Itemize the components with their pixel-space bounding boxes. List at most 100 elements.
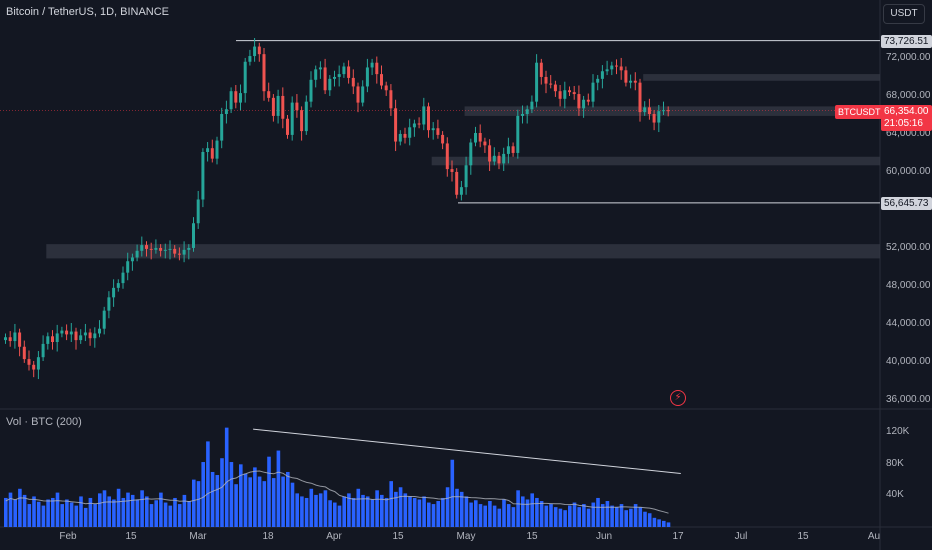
volume-bar	[323, 490, 328, 527]
candle-body	[112, 287, 116, 298]
volume-bar	[177, 504, 182, 527]
candle-body	[196, 199, 200, 224]
price-axis-label: 48,000.00	[886, 280, 931, 291]
volume-bar	[431, 504, 436, 527]
candle-body	[60, 330, 64, 334]
candle-body	[69, 331, 73, 335]
candle-body	[32, 364, 36, 370]
volume-bar	[361, 494, 365, 527]
volume-bar	[365, 496, 370, 527]
candle-body	[361, 86, 365, 103]
volume-bar	[46, 499, 50, 527]
candle-body	[22, 346, 26, 360]
bar-countdown: 21:05:16	[884, 118, 923, 129]
candle-body	[647, 107, 651, 114]
candle-body	[220, 114, 224, 141]
volume-bar	[483, 505, 487, 527]
volume-bar	[389, 481, 393, 527]
volume-bar	[55, 492, 60, 527]
candle-body	[417, 123, 421, 125]
volume-bar	[384, 497, 389, 527]
volume-bar	[351, 497, 356, 527]
candle-body	[558, 91, 562, 99]
volume-bar	[304, 497, 309, 527]
volume-bar	[295, 493, 299, 527]
high-level-tag: 73,726.51	[881, 35, 932, 48]
volume-bar	[83, 507, 88, 527]
candle-body	[253, 46, 257, 57]
candle-body	[93, 333, 97, 339]
volume-bar	[130, 494, 135, 527]
candle-body	[431, 128, 435, 131]
volume-bar	[633, 504, 638, 527]
candle-body	[149, 248, 153, 250]
candle-body	[4, 337, 7, 341]
candle-body	[51, 336, 54, 342]
candle-body	[107, 297, 111, 311]
volume-bar	[13, 499, 17, 527]
volume-bar	[605, 501, 610, 527]
volume-bar	[506, 504, 511, 527]
price-axis-label: 64,000.00	[886, 128, 931, 139]
currency-button[interactable]: USDT	[883, 4, 925, 24]
candle-body	[41, 343, 45, 358]
candle-body	[271, 97, 275, 116]
lightning-icon[interactable]: ⚡	[670, 390, 686, 406]
last-price-value: 66,354.00	[884, 106, 929, 117]
volume-bar	[163, 502, 168, 527]
volume-bar	[51, 497, 55, 527]
date-axis-label: 15	[125, 531, 137, 542]
volume-bar	[615, 507, 619, 527]
support-resistance-zone	[431, 156, 880, 166]
candle-body	[229, 91, 233, 110]
price-axis-label: 40,000.00	[886, 356, 931, 367]
volume-bar	[647, 513, 652, 527]
candle-body	[337, 74, 341, 77]
support-resistance-zone	[643, 74, 880, 81]
volume-bar	[521, 496, 525, 527]
candle-body	[464, 165, 468, 188]
candle-body	[351, 77, 355, 87]
candle-body	[408, 127, 412, 138]
volume-bar	[140, 490, 144, 527]
volume-bar	[525, 499, 530, 527]
volume-bar	[469, 502, 473, 527]
volume-bar	[502, 499, 506, 527]
volume-bar	[394, 491, 398, 527]
candle-body	[553, 84, 557, 92]
candle-body	[224, 109, 228, 114]
volume-bar	[568, 505, 572, 527]
candle-body	[384, 85, 388, 91]
volume-bar	[300, 496, 304, 527]
candle-body	[624, 70, 628, 83]
volume-bar	[290, 482, 295, 527]
volume-bar	[27, 504, 32, 527]
volume-bar	[445, 487, 450, 527]
volume-bar	[370, 499, 375, 527]
candle-body	[88, 332, 92, 339]
volume-bar	[187, 501, 191, 527]
candle-body	[248, 56, 252, 62]
candle-body	[116, 283, 120, 288]
candle-body	[638, 82, 642, 113]
volume-bar	[662, 520, 666, 527]
candle-body	[154, 247, 158, 250]
candle-body	[600, 71, 604, 79]
volume-axis-label: 40K	[886, 489, 904, 500]
candle-body	[633, 80, 637, 83]
candle-body	[83, 332, 87, 336]
candle-body	[201, 152, 205, 200]
volume-bar	[220, 458, 224, 527]
date-axis-label: Au	[867, 531, 881, 542]
volume-bar	[267, 456, 271, 527]
volume-bar	[88, 497, 93, 527]
candle-body	[549, 83, 553, 85]
volume-ma-line	[5, 470, 669, 514]
candle-body	[445, 143, 449, 170]
candle-body	[427, 106, 430, 131]
candle-body	[74, 331, 78, 341]
candle-body	[455, 171, 459, 195]
support-resistance-zone	[464, 106, 880, 116]
date-axis-label: Apr	[326, 531, 342, 542]
